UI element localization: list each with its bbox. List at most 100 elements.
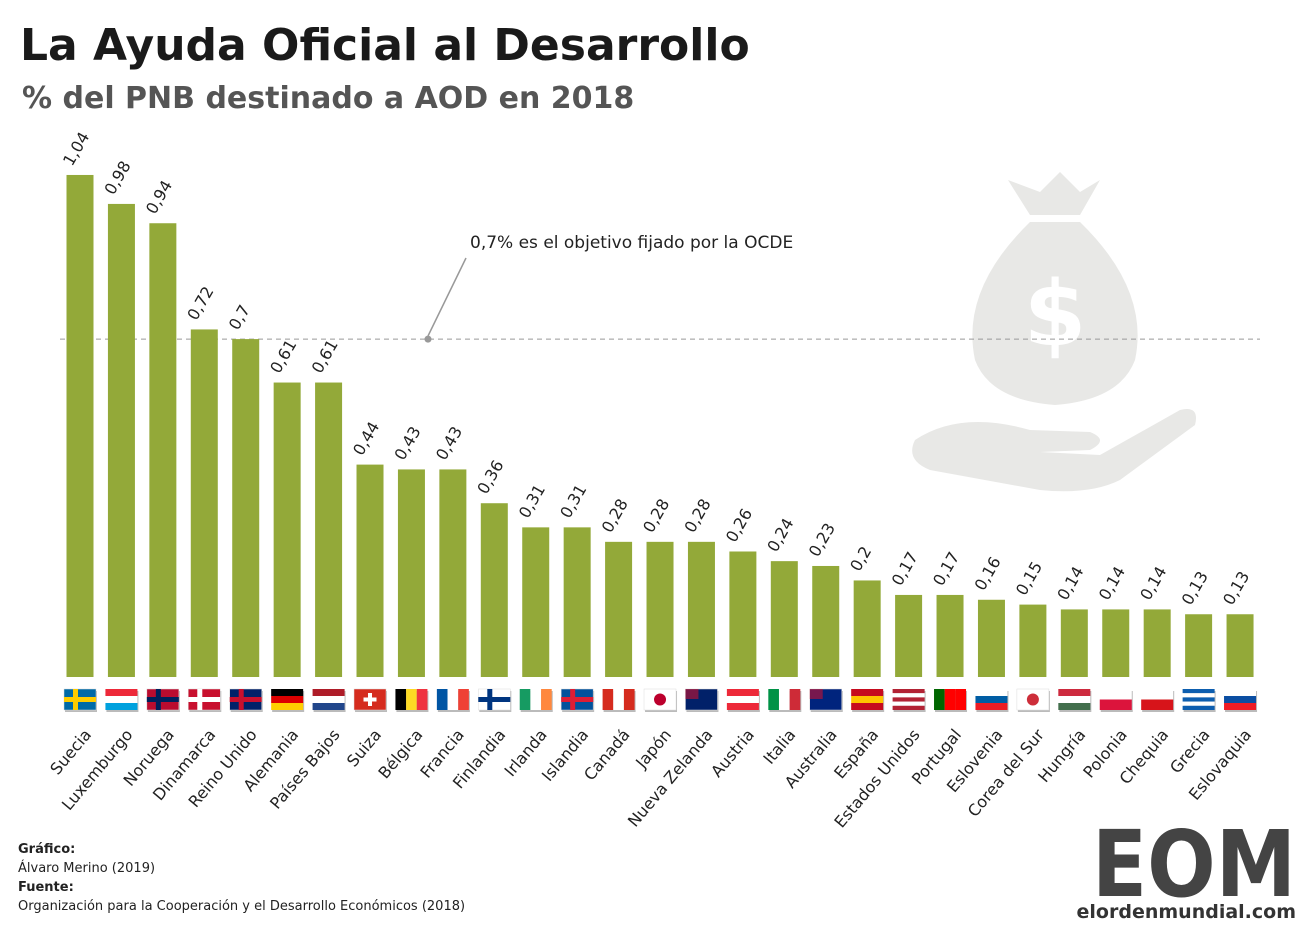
value-label: 0,36 bbox=[473, 457, 507, 497]
flag-stripe bbox=[312, 703, 345, 710]
flag-stripe bbox=[271, 689, 304, 696]
chart-title: La Ayuda Oficial al Desarrollo bbox=[20, 20, 750, 71]
bar bbox=[66, 174, 94, 678]
flag bbox=[146, 688, 180, 712]
bar bbox=[1060, 609, 1088, 677]
flag bbox=[560, 688, 595, 712]
flag-stripe bbox=[1224, 696, 1257, 703]
flag-stripe bbox=[1224, 689, 1257, 696]
flag-cross bbox=[561, 697, 594, 702]
bar bbox=[977, 599, 1005, 677]
flag-stripe bbox=[1058, 689, 1091, 696]
flag-stripe bbox=[436, 689, 448, 710]
value-label: 0,28 bbox=[639, 495, 673, 535]
flag-stripe bbox=[602, 689, 614, 710]
value-label: 0,24 bbox=[763, 515, 797, 555]
flag bbox=[685, 688, 719, 712]
icon-dollar: $ bbox=[1024, 262, 1087, 367]
flag bbox=[643, 688, 678, 712]
flag-stripe bbox=[416, 689, 428, 710]
bar bbox=[605, 541, 633, 677]
footer-heading: Fuente: bbox=[18, 880, 74, 895]
flag-stripe bbox=[312, 689, 345, 696]
flag-stripe bbox=[892, 701, 925, 706]
flag-stripe bbox=[271, 703, 304, 710]
flag-stripe bbox=[312, 696, 345, 703]
bar bbox=[232, 339, 260, 677]
flag-stripe bbox=[975, 703, 1008, 710]
logo-site: elordenmundial.com bbox=[1077, 901, 1296, 923]
value-label: 0,16 bbox=[970, 553, 1004, 593]
flag bbox=[892, 689, 926, 712]
value-label: 0,28 bbox=[598, 495, 632, 535]
value-label: 0,26 bbox=[722, 505, 756, 545]
flag-cross bbox=[229, 697, 262, 702]
bar bbox=[646, 541, 674, 677]
bar bbox=[895, 594, 923, 677]
money-icon: $ bbox=[912, 172, 1196, 492]
flag bbox=[63, 688, 97, 712]
flag-cross bbox=[363, 697, 377, 702]
flag-stripe bbox=[105, 703, 138, 710]
value-label: 0,98 bbox=[100, 158, 134, 198]
flag-stripe bbox=[1141, 699, 1174, 710]
flag bbox=[809, 688, 843, 712]
flag bbox=[934, 689, 968, 712]
value-label: 0,43 bbox=[390, 423, 424, 463]
bar bbox=[936, 594, 964, 677]
flag-stripe bbox=[1141, 689, 1174, 700]
flag bbox=[768, 689, 802, 712]
flag-stripe bbox=[613, 689, 624, 710]
flag bbox=[1224, 689, 1258, 712]
value-label: 0,17 bbox=[888, 549, 922, 589]
flag-stripe bbox=[395, 689, 407, 710]
flag-stripe bbox=[530, 689, 542, 710]
flag-stripe bbox=[934, 689, 945, 710]
chart-subtitle: % del PNB destinado a AOD en 2018 bbox=[22, 81, 634, 116]
flag bbox=[975, 689, 1009, 712]
flag bbox=[478, 688, 512, 712]
value-label: 0,14 bbox=[1095, 563, 1129, 603]
value-label: 0,61 bbox=[266, 336, 300, 376]
bar bbox=[190, 329, 218, 677]
bar bbox=[273, 382, 301, 677]
bar bbox=[149, 223, 177, 677]
flag bbox=[395, 689, 429, 712]
flag-stripe bbox=[851, 703, 884, 710]
flag bbox=[1058, 689, 1092, 712]
flag-stripe bbox=[726, 696, 759, 703]
flag-stripe bbox=[955, 689, 967, 710]
flag bbox=[229, 688, 263, 712]
bar bbox=[853, 580, 881, 677]
footer-text: Álvaro Merino (2019) bbox=[18, 860, 155, 876]
bar bbox=[1019, 604, 1047, 677]
flag-stripe bbox=[892, 689, 925, 694]
value-label: 0,61 bbox=[308, 336, 342, 376]
flag-stripe bbox=[726, 703, 759, 710]
flag-stripe bbox=[892, 697, 925, 702]
flag-stripe bbox=[892, 705, 925, 710]
flag-stripe bbox=[778, 689, 790, 710]
value-label: 0,94 bbox=[142, 177, 176, 217]
flag-stripe bbox=[105, 696, 138, 703]
flag-stripe bbox=[271, 696, 304, 703]
bar bbox=[397, 469, 425, 677]
flag bbox=[519, 689, 553, 712]
flag bbox=[726, 689, 760, 712]
value-label: 0,2 bbox=[846, 543, 875, 575]
flag-stripe bbox=[623, 689, 635, 710]
annotation-dot bbox=[424, 335, 432, 343]
bar bbox=[315, 382, 343, 677]
flag-stripe bbox=[1182, 697, 1215, 702]
flag-stripe bbox=[1182, 689, 1215, 694]
value-label: 1,04 bbox=[59, 129, 93, 169]
flag-stripe bbox=[851, 696, 884, 703]
flag-stripe bbox=[892, 693, 925, 698]
flag-disc bbox=[654, 693, 667, 706]
bar bbox=[1102, 609, 1130, 677]
flag-stripe bbox=[789, 689, 801, 710]
flag-stripe bbox=[975, 689, 1008, 696]
flag bbox=[1182, 689, 1216, 712]
x-tick-label: Italia bbox=[759, 725, 799, 767]
